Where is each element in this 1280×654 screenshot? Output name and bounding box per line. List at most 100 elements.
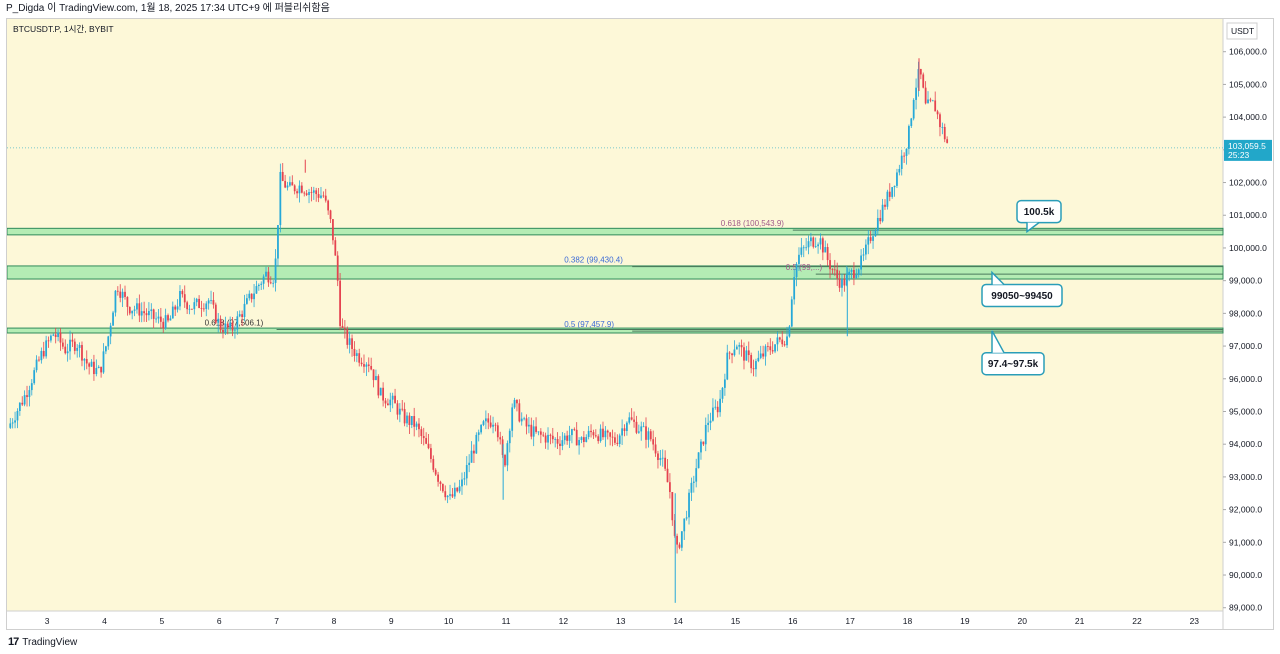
candle-body-391 [943,126,946,140]
candle-body-84 [210,300,212,301]
candle-body-117 [289,182,291,186]
candle-body-180 [439,481,442,485]
candle-body-315 [762,353,765,357]
candle-body-212 [516,399,518,404]
candle-body-250 [606,430,609,433]
candle-body-327 [790,299,793,327]
candle-body-171 [418,423,420,430]
candle-body-143 [351,338,353,349]
candle-body-313 [757,357,760,362]
candle-body-66 [167,315,169,321]
candle-body-297 [719,398,721,413]
candle-body-5 [21,402,24,405]
candle-body-95 [236,316,239,330]
candle-body-98 [243,303,246,318]
candle-body-191 [465,465,468,479]
y-tick-label-17: 106,000.0 [1229,47,1267,57]
candle-body-127 [312,190,315,193]
candle-body-85 [212,300,215,305]
candle-body-73 [183,294,186,303]
candle-body-107 [265,271,267,277]
candle-body-62 [157,316,160,319]
candle-body-374 [903,155,906,157]
candle-body-348 [841,278,843,288]
candle-body-350 [845,274,848,286]
candle-body-242 [587,430,590,438]
candle-body-269 [652,439,655,445]
x-tick-label-9: 12 [559,616,569,626]
candle-body-345 [833,269,836,271]
candle-body-196 [477,432,480,435]
y-tick-label-1: 90,000.0 [1229,570,1262,580]
y-tick-label-10: 99,000.0 [1229,276,1262,286]
callout-1: 99050~99450 [981,270,1063,308]
candle-body-190 [463,478,466,480]
candle-body-319 [771,350,774,352]
candle-body-203 [494,424,497,426]
candle-body-10 [33,370,36,384]
candle-body-12 [38,359,40,361]
x-tick-label-5: 8 [332,616,337,626]
candle-body-208 [506,443,509,466]
candle-body-126 [310,191,313,193]
candle-body-135 [332,219,334,241]
candle-body-20 [57,332,59,338]
candle-body-304 [735,346,738,350]
candle-body-159 [389,399,392,406]
candle-body-164 [401,408,404,410]
candle-body-75 [188,308,191,310]
fib-label-0: 0.618 (100,543.9) [721,219,784,228]
candle-body-177 [432,458,435,470]
candle-body-188 [458,486,461,492]
candle-body-247 [599,428,602,442]
candle-body-246 [597,436,600,442]
candle-body-26 [71,339,74,342]
candle-body-372 [898,168,901,173]
candle-body-324 [783,344,786,346]
candle-body-114 [281,171,284,181]
candle-body-52 [133,309,136,311]
candle-body-78 [195,298,198,303]
candle-body-112 [277,225,279,259]
x-tick-label-18: 21 [1075,616,1085,626]
candle-body-28 [76,347,79,351]
candle-body-335 [810,237,812,242]
candle-body-321 [776,337,779,345]
candle-body-383 [924,87,927,104]
candle-body-238 [578,439,580,446]
y-tick-label-11: 100,000.0 [1229,243,1267,253]
candle-body-139 [341,325,344,328]
candle-body-14 [42,350,45,357]
candle-body-87 [217,318,220,323]
candle-body-229 [556,438,559,444]
candle-body-175 [427,443,430,449]
candle-body-349 [843,278,846,286]
candles [9,58,949,603]
candle-body-72 [181,291,184,295]
candle-body-209 [508,430,511,444]
callout-box-2 [981,351,1045,376]
candle-body-2 [14,420,16,423]
price-chart[interactable]: 0.618 (100,543.9) 0.382 (99,430.4) 0.5 (97… [7,19,1273,629]
candle-body-187 [456,487,459,492]
candle-body-355 [857,269,860,275]
candle-body-363 [876,217,879,231]
candle-body-214 [520,418,523,422]
candle-body-109 [269,282,272,284]
x-tick-label-17: 20 [1018,616,1028,626]
candle-body-245 [594,435,597,437]
candle-body-181 [441,484,444,492]
candle-body-122 [300,185,303,193]
candle-body-41 [107,336,110,347]
candle-body-329 [795,264,798,278]
candle-body-220 [535,426,537,432]
candle-body-205 [499,437,502,440]
candle-body-101 [250,293,253,300]
callout-pointer-2 [991,330,1005,354]
callout-0: 100.5k [1016,199,1062,234]
support-zone-1 [7,265,1224,280]
candle-body-385 [929,99,932,101]
candle-body-264 [640,426,643,432]
candle-body-376 [908,126,910,149]
candle-body-386 [931,100,934,102]
